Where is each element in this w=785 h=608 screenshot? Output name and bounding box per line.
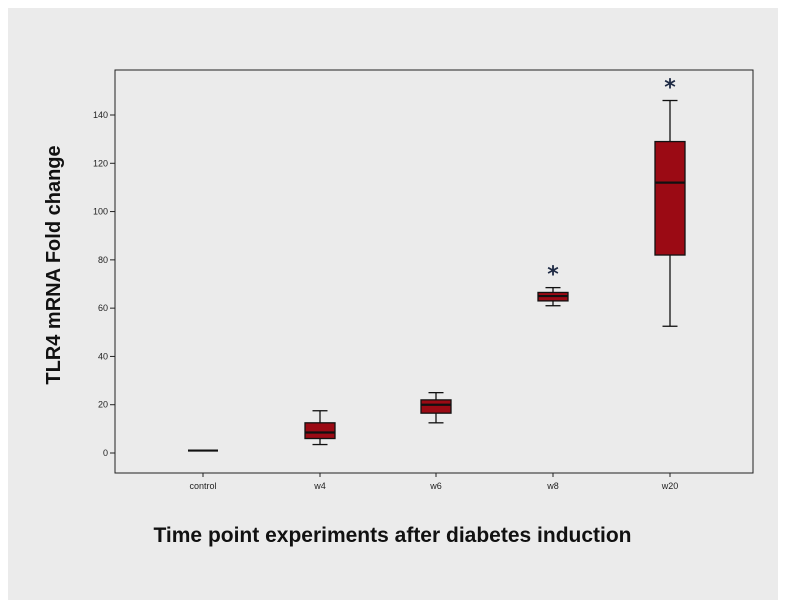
significance-marker: *	[547, 263, 559, 288]
box-w20: *	[654, 76, 686, 327]
y-tick-label: 100	[93, 207, 108, 217]
y-tick-label: 140	[93, 110, 108, 120]
y-tick-label: 20	[98, 400, 108, 410]
x-tick-label: w20	[661, 481, 679, 491]
box-iqr	[420, 399, 452, 414]
significance-marker: *	[664, 76, 676, 101]
box-iqr	[304, 422, 336, 440]
box-w8: *	[537, 263, 569, 307]
x-tick-label: control	[189, 481, 216, 491]
box-iqr	[654, 140, 686, 256]
x-tick-label: w6	[429, 481, 442, 491]
y-tick-label: 40	[98, 351, 108, 361]
y-tick-label: 120	[93, 158, 108, 168]
y-tick-label: 80	[98, 255, 108, 265]
y-tick-label: 60	[98, 303, 108, 313]
x-axis-label: Time point experiments after diabetes in…	[153, 524, 632, 547]
box-w4	[304, 410, 336, 446]
y-axis-label: TLR4 mRNA Fold change	[43, 145, 65, 384]
x-tick-label: w4	[313, 481, 326, 491]
box-w6	[420, 391, 452, 424]
y-tick-label: 0	[103, 448, 108, 458]
x-tick-label: w8	[546, 481, 559, 491]
box-series: **	[188, 76, 686, 452]
y-axis: 0 20 40 60 80 100 120 140	[93, 110, 115, 458]
x-axis: control w4 w6 w8 w20	[189, 473, 678, 491]
